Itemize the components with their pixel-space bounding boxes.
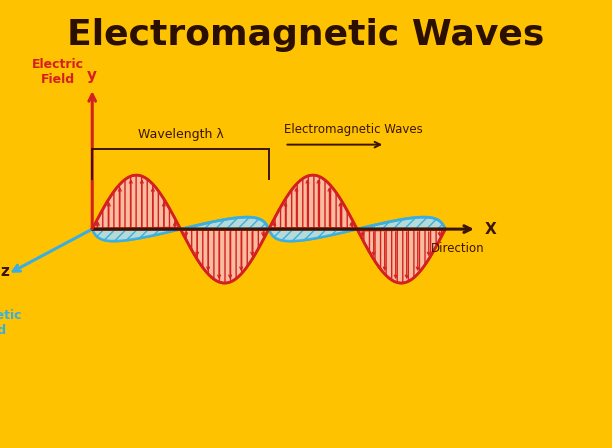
Text: X: X xyxy=(484,222,496,237)
Polygon shape xyxy=(358,229,446,283)
Polygon shape xyxy=(269,229,357,241)
Polygon shape xyxy=(181,217,269,229)
Text: y: y xyxy=(88,68,97,83)
Polygon shape xyxy=(269,175,357,229)
Text: Magnetic
Field: Magnetic Field xyxy=(0,309,23,337)
Polygon shape xyxy=(181,229,268,283)
Polygon shape xyxy=(358,217,446,229)
Text: z: z xyxy=(1,264,9,279)
Text: Direction: Direction xyxy=(431,242,485,255)
Text: Electromagnetic Waves: Electromagnetic Waves xyxy=(67,18,545,52)
Text: Electric
Field: Electric Field xyxy=(32,58,84,86)
Text: Wavelength λ: Wavelength λ xyxy=(138,128,223,141)
Polygon shape xyxy=(92,175,180,229)
Text: Electromagnetic Waves: Electromagnetic Waves xyxy=(285,123,424,136)
Polygon shape xyxy=(92,229,180,241)
